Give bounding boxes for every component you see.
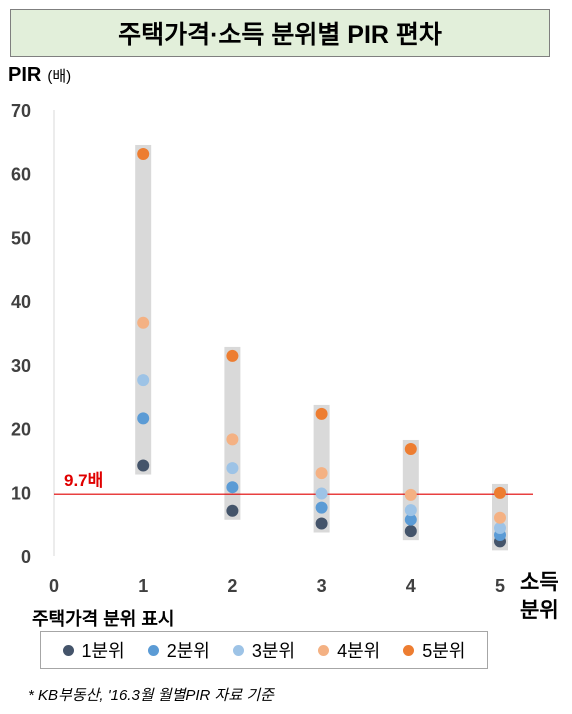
- data-point: [494, 521, 506, 534]
- x-tick-label: 1: [138, 576, 148, 596]
- y-tick-label: 10: [11, 483, 31, 503]
- x-axis-caption-line1: 소득: [520, 571, 559, 594]
- legend-marker: [232, 644, 244, 656]
- data-point: [137, 412, 150, 425]
- y-tick-label: 70: [11, 101, 31, 121]
- y-tick-label: 20: [11, 420, 31, 440]
- pir-scatter-chart: 0 10 20 30 40 50 60 70 0 1 2 3 4 5 9.7배: [11, 101, 533, 596]
- legend-item: 5분위: [403, 637, 465, 663]
- range-bar: [224, 346, 241, 520]
- legend-item: 2분위: [147, 637, 210, 663]
- y-tick-label: 30: [11, 356, 31, 376]
- range-bar: [135, 144, 152, 475]
- legend-label: 4분위: [337, 641, 381, 661]
- x-tick-label: 3: [317, 576, 327, 596]
- y-tick-label: 0: [21, 547, 31, 567]
- data-point: [315, 467, 328, 480]
- data-point: [315, 501, 328, 514]
- legend-label: 1분위: [81, 641, 125, 661]
- data-point: [494, 486, 506, 499]
- x-tick-label: 0: [49, 576, 59, 596]
- y-axis-unit: (배): [47, 68, 72, 85]
- data-point: [315, 517, 328, 530]
- data-point: [226, 462, 239, 475]
- legend-label: 3분위: [251, 641, 296, 661]
- legend-label: 5분위: [422, 641, 466, 661]
- legend-marker: [403, 644, 415, 656]
- data-point: [494, 511, 506, 524]
- data-point: [226, 481, 239, 494]
- data-point: [137, 459, 150, 472]
- y-tick-label: 60: [11, 165, 31, 185]
- legend-marker: [147, 644, 159, 656]
- x-axis-caption: 소득 분위: [520, 569, 559, 625]
- chart-title: 주택가격·소득 분위별 PIR 편차: [10, 9, 550, 57]
- legend-marker: [318, 644, 330, 656]
- data-point: [226, 504, 239, 517]
- footnote: * KB부동산, '16.3월 월별PIR 자료 기준: [28, 687, 274, 704]
- data-point: [226, 349, 239, 362]
- x-axis-caption-line2: 분위: [520, 599, 559, 622]
- data-point: [137, 147, 150, 160]
- legend-marker: [62, 644, 74, 656]
- y-axis-label-text: PIR: [8, 64, 42, 86]
- x-tick-label: 4: [406, 576, 416, 596]
- legend-item: 1분위: [62, 637, 125, 663]
- x-axis-title: 주택가격 분위 표시: [32, 609, 175, 629]
- data-point: [404, 513, 417, 526]
- reference-line-label: 9.7배: [64, 471, 103, 490]
- x-tick-label: 5: [495, 576, 505, 596]
- data-point: [315, 487, 328, 500]
- data-point: [404, 504, 417, 517]
- legend-item: 4분위: [318, 637, 380, 663]
- data-point: [404, 442, 417, 455]
- chart-legend: 1분위 2분위 3분위 4분위 5분위: [40, 631, 488, 669]
- y-tick-label: 50: [11, 228, 31, 248]
- data-point: [315, 407, 328, 420]
- y-axis-label: PIR (배): [8, 64, 71, 87]
- data-point: [404, 525, 417, 538]
- legend-label: 2분위: [166, 641, 210, 661]
- data-point: [226, 433, 239, 446]
- y-tick-label: 40: [11, 292, 31, 312]
- data-point: [404, 488, 417, 501]
- data-point: [137, 374, 150, 387]
- data-point: [137, 316, 150, 329]
- legend-item: 3분위: [232, 637, 296, 663]
- x-tick-label: 2: [227, 576, 237, 596]
